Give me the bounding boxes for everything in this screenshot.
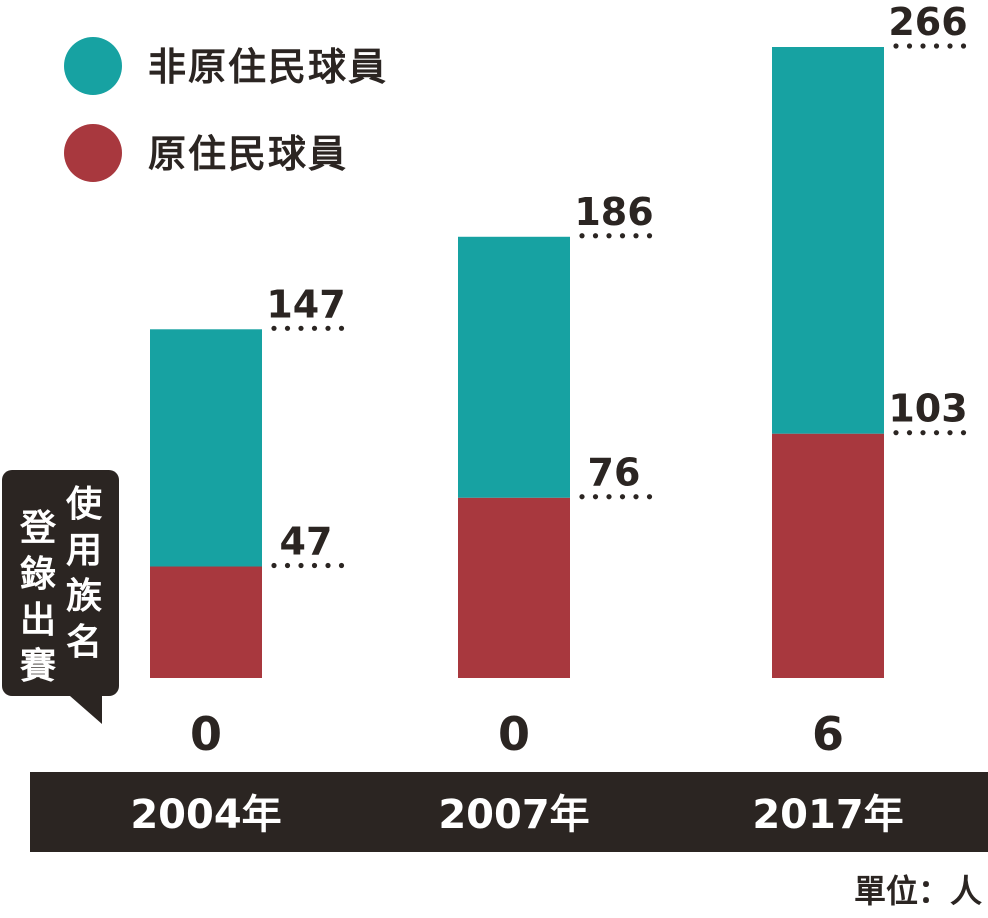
legend-swatch-non-indigenous bbox=[64, 37, 122, 95]
bar-non-indigenous-1 bbox=[458, 236, 570, 498]
leader-dot bbox=[579, 494, 585, 500]
category-label-0: 2004年 bbox=[130, 792, 281, 838]
total-label-1: 186 bbox=[574, 190, 653, 234]
leader-dot bbox=[893, 430, 899, 436]
leader-dot bbox=[947, 430, 953, 436]
tribal-name-callout: 使用族名 登錄出賽 bbox=[2, 470, 119, 696]
leader-dot bbox=[592, 494, 599, 500]
leader-dot bbox=[920, 430, 926, 436]
legend-label-non-indigenous: 非原住民球員 bbox=[148, 45, 389, 89]
total-leader-1 bbox=[579, 233, 653, 239]
leader-dot bbox=[633, 494, 639, 500]
category-label-1: 2007年 bbox=[438, 792, 589, 838]
indigenous-leader-2 bbox=[893, 430, 967, 436]
indigenous-leader-1 bbox=[579, 494, 653, 500]
callout-line-2: 登錄出賽 bbox=[19, 508, 56, 687]
leader-dot bbox=[906, 430, 913, 436]
leader-dot bbox=[893, 43, 899, 49]
leader-dot bbox=[338, 325, 345, 331]
x-axis-band bbox=[30, 772, 988, 852]
indigenous-leader-0 bbox=[271, 562, 345, 569]
leader-dot bbox=[633, 233, 639, 239]
leader-dot bbox=[933, 43, 940, 49]
bar-non-indigenous-0 bbox=[150, 329, 262, 567]
leader-dot bbox=[646, 494, 653, 500]
callout-tail bbox=[70, 696, 102, 724]
indigenous-label-0: 47 bbox=[280, 520, 333, 564]
bar-indigenous-0 bbox=[150, 566, 262, 678]
total-leader-2 bbox=[893, 43, 967, 49]
leader-dot bbox=[271, 325, 277, 331]
leader-dot bbox=[311, 325, 318, 331]
category-label-2: 2017年 bbox=[752, 792, 903, 838]
leader-dot bbox=[284, 325, 291, 331]
bar-indigenous-2 bbox=[772, 433, 884, 678]
leader-dot bbox=[920, 43, 926, 49]
indigenous-label-2: 103 bbox=[888, 387, 967, 431]
leader-dot bbox=[311, 562, 318, 569]
leader-dot bbox=[947, 43, 953, 49]
bar-indigenous-1 bbox=[458, 497, 570, 678]
leader-dot bbox=[284, 562, 291, 569]
legend-swatch-indigenous bbox=[64, 124, 122, 182]
leader-dot bbox=[619, 233, 626, 239]
tribal-name-count-0: 0 bbox=[190, 707, 222, 761]
leader-dot bbox=[325, 325, 331, 331]
leader-dot bbox=[619, 494, 626, 500]
leader-dot bbox=[579, 233, 585, 239]
leader-dot bbox=[933, 430, 940, 436]
tribal-name-count-1: 0 bbox=[498, 707, 530, 761]
tribal-name-count-2: 6 bbox=[812, 707, 844, 761]
leader-dot bbox=[960, 430, 967, 436]
leader-dot bbox=[338, 562, 345, 569]
leader-dot bbox=[606, 233, 612, 239]
leader-dot bbox=[592, 233, 599, 239]
leader-dot bbox=[606, 494, 612, 500]
leader-dot bbox=[325, 562, 331, 569]
total-leader-0 bbox=[271, 325, 345, 331]
indigenous-label-1: 76 bbox=[588, 451, 641, 495]
legend-label-indigenous: 原住民球員 bbox=[148, 132, 349, 176]
leader-dot bbox=[960, 43, 967, 49]
bar-non-indigenous-2 bbox=[772, 47, 884, 434]
leader-dot bbox=[298, 562, 304, 569]
total-label-0: 147 bbox=[266, 282, 345, 326]
callout-line-1: 使用族名 bbox=[65, 484, 102, 663]
total-label-2: 266 bbox=[888, 0, 967, 44]
leader-dot bbox=[298, 325, 304, 331]
leader-dot bbox=[646, 233, 653, 239]
unit-label: 單位：人 bbox=[853, 872, 982, 910]
leader-dot bbox=[271, 562, 277, 569]
leader-dot bbox=[906, 43, 913, 49]
